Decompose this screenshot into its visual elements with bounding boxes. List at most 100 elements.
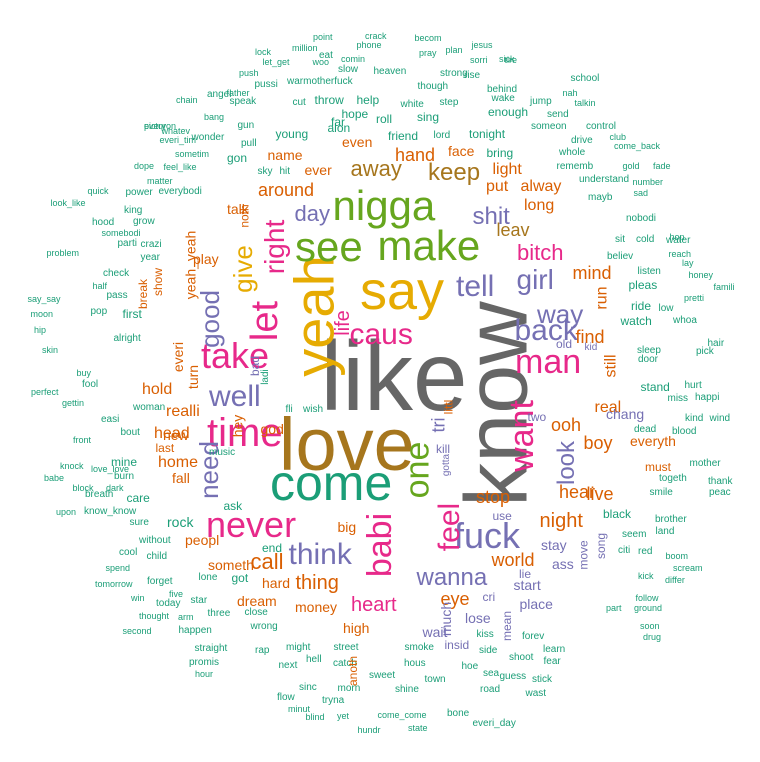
word-start: start [513, 577, 541, 593]
word-perfect: perfect [31, 386, 59, 397]
word-brother: brother [655, 514, 687, 525]
word-sometim: sometim [175, 148, 210, 159]
word-seem: seem [622, 529, 647, 540]
word-buy: buy [76, 367, 92, 378]
word-chang: chang [606, 406, 645, 422]
word-close: close [244, 607, 268, 618]
word-morn: morn [337, 683, 361, 694]
word-stay: stay [541, 537, 567, 553]
word-call: call [250, 549, 284, 574]
word-bring: bring [486, 146, 514, 160]
word-mother: mother [689, 458, 721, 469]
word-everybodi: everybodi [158, 186, 202, 197]
word-happi: happi [695, 392, 720, 403]
word-someon: someon [531, 121, 567, 132]
word-hundr: hundr [357, 724, 381, 735]
word-never: never [206, 504, 297, 545]
word-cool: cool [119, 547, 138, 558]
word-matter: matter [147, 175, 173, 186]
word-soon: soon [640, 620, 660, 631]
word-rap: rap [255, 645, 270, 656]
word-say: say [360, 261, 445, 321]
word-comin: comin [341, 53, 366, 64]
word-eat: eat [319, 50, 333, 61]
word-today: today [156, 598, 181, 609]
word-run: run [593, 286, 611, 310]
word-hope: hope [341, 107, 369, 121]
word-alright: alright [113, 333, 141, 344]
word-give: give [227, 245, 258, 293]
word-understand: understand [579, 174, 630, 185]
word-sky: sky [257, 166, 273, 177]
word-gon: gon [227, 151, 248, 165]
word-fear: fear [543, 656, 561, 667]
word-front: front [73, 434, 92, 445]
word-believ: believ [607, 251, 634, 262]
word-noth: noth [237, 204, 252, 228]
word-even: even [342, 134, 373, 150]
word-everi-tim: everi_tim [159, 134, 197, 145]
word-littl: littl [440, 399, 455, 415]
word-know-know: know_know [84, 506, 137, 517]
word-high: high [343, 620, 370, 636]
word-strong: strong [440, 68, 468, 79]
word-eye: eye [440, 589, 470, 609]
word-thing: thing [295, 572, 339, 594]
word-forev: forev [522, 631, 545, 642]
word-state: state [408, 722, 428, 733]
word-shit: shit [472, 203, 510, 230]
word-part: part [606, 602, 622, 613]
word-hour: hour [195, 668, 214, 679]
word-sad: sad [633, 187, 649, 198]
word-win: win [131, 592, 145, 603]
word-differ: differ [665, 574, 685, 585]
word-upon: upon [56, 506, 77, 517]
word-half: half [92, 280, 108, 291]
word-behind: behind [487, 84, 518, 95]
word-head: head [154, 425, 190, 442]
word-fli: fli [285, 404, 293, 415]
word-hold: hold [142, 381, 173, 398]
word-father: father [226, 87, 250, 98]
word-girl: girl [516, 264, 554, 295]
word-wish: wish [303, 404, 324, 415]
word-drive: drive [571, 135, 593, 146]
word-million: million [292, 42, 318, 53]
word-much: much [438, 601, 455, 637]
word-listen: listen [637, 266, 661, 277]
word-hop: hop [669, 231, 685, 242]
word-friend: friend [388, 129, 419, 143]
word-sure: sure [129, 517, 149, 528]
word-wonder: wonder [191, 132, 225, 143]
word-shine: shine [395, 684, 419, 695]
word-crazi: crazi [140, 239, 162, 250]
word-reach: reach [668, 248, 692, 259]
word-chain: chain [176, 94, 198, 105]
word-gotta: gotta [441, 453, 453, 477]
word-alway: alway [520, 178, 562, 195]
word-tomorrow: tomorrow [95, 578, 133, 589]
word-famili: famili [713, 281, 735, 292]
word-becom: becom [414, 32, 442, 43]
word-drug: drug [643, 631, 662, 642]
word-king: king [124, 205, 143, 216]
word-happen: happen [178, 625, 212, 636]
word-around: around [258, 180, 315, 200]
word-fuck: fuck [454, 515, 521, 556]
word-land: land [655, 526, 675, 537]
word-hit: hit [279, 166, 291, 177]
word-nigga: nigga [332, 182, 436, 229]
word-spend: spend [105, 562, 131, 573]
word-hair: hair [707, 338, 725, 349]
word-parti: parti [117, 238, 137, 249]
word-light: light [492, 161, 522, 178]
word-place: place [519, 596, 553, 612]
word-ask: ask [223, 499, 243, 513]
word-dead: dead [634, 424, 657, 435]
word-feel-like: feel_like [163, 161, 197, 172]
word-pop: pop [90, 306, 108, 317]
word-hood: hood [92, 217, 115, 228]
word-follow: follow [635, 592, 659, 603]
word-talk: talk [227, 201, 249, 217]
